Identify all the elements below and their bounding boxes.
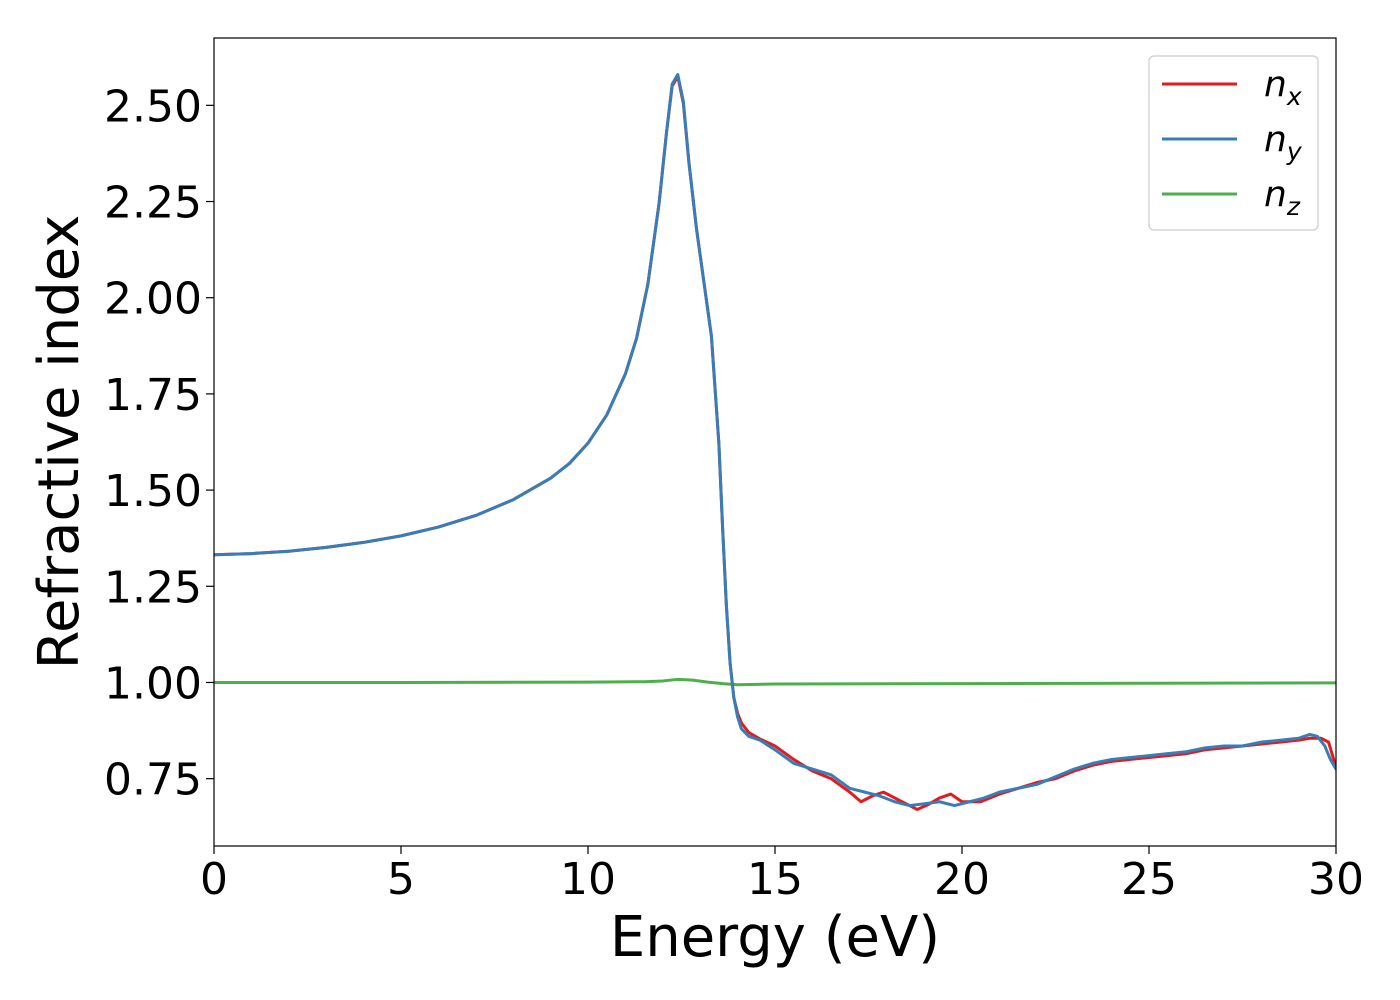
y-tick-label: 1.50 <box>104 466 202 517</box>
x-axis-title: Energy (eV) <box>610 905 940 970</box>
y-tick-label: 1.75 <box>104 370 202 421</box>
y-tick-label: 0.75 <box>104 755 202 806</box>
y-axis-title: Refractive index <box>27 215 92 670</box>
legend-label-n-x: nx <box>1264 64 1302 111</box>
y-tick-label: 2.25 <box>104 178 202 229</box>
legend-label-n-z: nz <box>1264 174 1301 221</box>
y-tick-label: 2.00 <box>104 274 202 325</box>
legend-label-n-y: ny <box>1264 119 1303 166</box>
legend-box <box>1148 55 1319 231</box>
legend-label-subscript: z <box>1286 192 1301 221</box>
x-tick-label: 25 <box>1121 854 1177 905</box>
tick-layer: 0 5 10 15 20 25 30 0.75 1.00 1.25 1.50 1.75 2.00 2.25… <box>104 81 1364 905</box>
legend-label-main: n <box>1264 119 1287 160</box>
legend-label-subscript: x <box>1286 82 1302 111</box>
series-line-n-z <box>214 677 1336 687</box>
x-tick-label: 30 <box>1308 854 1364 905</box>
series-line-n-y <box>214 73 1336 808</box>
x-tick-label: 5 <box>387 854 415 905</box>
legend-label-subscript: y <box>1286 137 1303 166</box>
x-tick-label: 20 <box>934 854 990 905</box>
legend-label-main: n <box>1264 64 1287 105</box>
x-tick-label: 15 <box>747 854 803 905</box>
y-tick-label: 1.25 <box>104 562 202 613</box>
series-layer <box>214 73 1336 811</box>
x-tick-label: 10 <box>560 854 616 905</box>
x-tick-label: 0 <box>200 854 228 905</box>
legend-label-main: n <box>1264 174 1287 215</box>
y-tick-label: 2.50 <box>104 81 202 132</box>
y-tick-label: 1.00 <box>104 658 202 709</box>
